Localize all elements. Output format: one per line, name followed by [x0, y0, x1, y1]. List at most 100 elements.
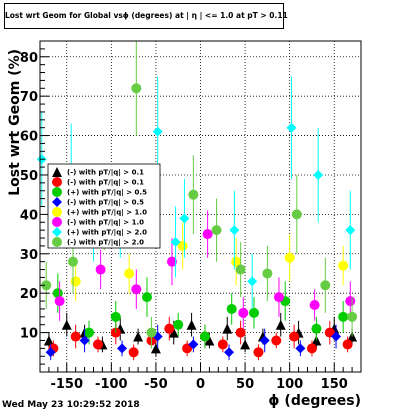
data-point	[211, 225, 222, 236]
data-point	[52, 207, 62, 217]
legend-label: (-) with pT/|q| > 2.0	[67, 239, 144, 248]
chart-title-box: Lost wrt Geom for Global vsϕ (degrees) a…	[4, 3, 288, 29]
series-3	[45, 324, 342, 361]
data-point	[52, 177, 62, 187]
data-point	[95, 264, 106, 275]
data-point	[199, 331, 210, 342]
data-point	[133, 331, 144, 342]
data-point	[222, 323, 233, 334]
data-point	[54, 296, 65, 307]
data-point	[320, 280, 331, 291]
data-point	[253, 347, 264, 358]
data-point	[271, 335, 282, 346]
data-point	[229, 225, 240, 236]
data-point	[79, 335, 90, 346]
series-4	[70, 222, 349, 302]
axis-layer: -150 -100 -50 0 50 100 150 10 20 30 40 50 60 70 80	[20, 40, 362, 392]
y-tick-label: 70	[20, 90, 38, 105]
data-point	[164, 323, 175, 334]
series-5	[54, 210, 356, 329]
data-point	[311, 323, 322, 334]
data-point	[168, 327, 179, 338]
data-point	[92, 339, 103, 350]
y-tick-label: 80	[20, 51, 38, 66]
data-point	[182, 343, 193, 354]
data-point	[275, 319, 286, 330]
data-point	[217, 339, 228, 350]
data-point	[70, 276, 81, 287]
x-tick-label: 0	[196, 377, 205, 392]
data-point	[306, 343, 317, 354]
data-point	[273, 292, 284, 303]
y-tick-label: 50	[20, 169, 38, 184]
data-point	[142, 292, 152, 303]
data-point	[110, 311, 121, 322]
data-point	[84, 327, 95, 338]
legend-label: (-) with pT/|q| > 0.5	[67, 199, 144, 208]
legend-entry: (-) with pT/|q| > 0.1	[52, 177, 144, 188]
legend-label: (-) with pT/|q| > 0.1	[67, 169, 144, 178]
data-point	[52, 197, 62, 207]
legend-label: (-) with pT/|q| > 1.0	[67, 219, 144, 228]
legend-entry: (-) with pT/|q| > 0.1	[52, 167, 144, 178]
data-point	[289, 331, 300, 342]
legend-entry: (+) with pT/|q| > 0.5	[52, 187, 147, 198]
data-point	[186, 319, 197, 330]
data-point	[235, 327, 246, 338]
data-point	[131, 284, 142, 295]
chart-title: Lost wrt Geom for Global vsϕ (degrees) a…	[5, 11, 288, 20]
data-point	[52, 217, 62, 227]
data-point	[179, 213, 190, 224]
data-point	[188, 189, 199, 200]
legend-entry: (+) with pT/|q| > 1.0	[52, 207, 147, 218]
data-point	[338, 311, 349, 322]
data-point	[152, 126, 163, 137]
series-7	[41, 41, 358, 349]
data-layer	[36, 41, 358, 361]
data-point	[131, 83, 142, 94]
legend-entry: (+) with pT/|q| > 2.0	[52, 227, 147, 238]
data-point	[235, 264, 246, 275]
data-point	[247, 276, 258, 287]
data-point	[70, 331, 81, 342]
timestamp: Wed May 23 10:29:52 2018	[2, 400, 140, 410]
y-tick-label: 60	[20, 130, 38, 145]
x-tick-label: -100	[95, 377, 128, 392]
series-2	[52, 273, 349, 349]
data-point	[338, 260, 349, 271]
y-tick-label: 30	[20, 248, 38, 263]
data-point	[52, 288, 63, 299]
data-point	[309, 300, 320, 311]
data-point	[188, 339, 199, 350]
data-point	[262, 268, 273, 279]
data-point	[173, 319, 184, 330]
data-point	[166, 256, 177, 267]
data-point	[204, 335, 215, 346]
x-tick-label: -150	[50, 377, 83, 392]
x-tick-label: 100	[276, 377, 303, 392]
data-point	[117, 343, 128, 354]
data-point	[128, 347, 139, 358]
legend-label: (-) with pT/|q| > 0.1	[67, 179, 144, 188]
data-point	[347, 311, 358, 322]
data-point	[224, 347, 235, 358]
legend-box	[47, 163, 161, 249]
y-tick-label: 10	[20, 327, 38, 342]
data-point	[226, 303, 237, 314]
legend-entry: (-) with pT/|q| > 0.5	[52, 197, 144, 208]
x-tick-label: 50	[236, 377, 254, 392]
data-point	[177, 240, 188, 251]
data-point	[52, 227, 62, 237]
data-point	[345, 296, 356, 307]
x-tick-label: 150	[321, 377, 348, 392]
data-point	[284, 252, 295, 263]
legend-label: (+) with pT/|q| > 0.5	[67, 189, 147, 198]
data-point	[345, 225, 356, 236]
data-point	[41, 280, 52, 291]
data-point	[202, 229, 213, 240]
data-point	[238, 307, 249, 318]
x-tick-label: -50	[144, 377, 168, 392]
legend-entry: (-) with pT/|q| > 1.0	[52, 217, 144, 228]
y-tick-label: 40	[20, 208, 38, 223]
data-point	[124, 268, 135, 279]
